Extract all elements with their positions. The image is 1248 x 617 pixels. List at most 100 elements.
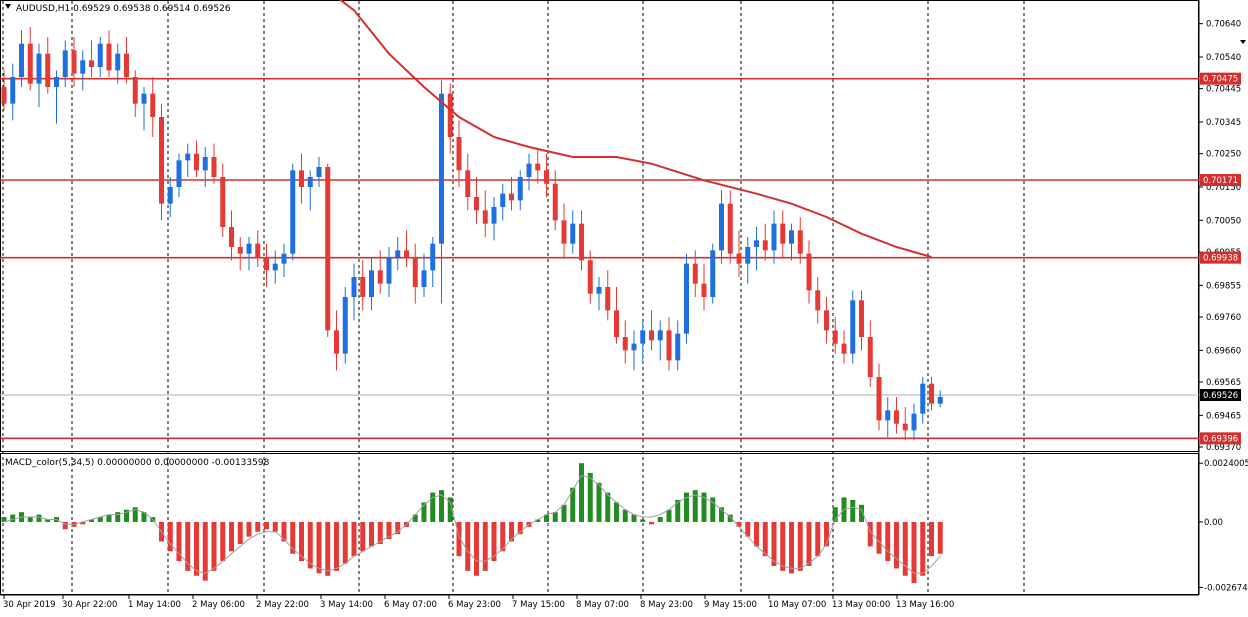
current-price-box [1200,389,1241,401]
candle-body-16 [141,93,147,104]
price-tick-label-4: 0.70250 [1206,150,1241,160]
level-price-labels: 0.70475 0.70171 0.69938 0.69396 0.69526 [1200,72,1241,445]
time-tick-label-3: 2 May 06:00 [192,600,245,610]
macd-bar-63 [552,512,558,522]
level-label-box-0 [1200,72,1241,85]
candle-body-56 [491,207,497,224]
macd-bar-106 [929,521,934,557]
candle-body-8 [71,50,77,74]
candle-body-100 [876,377,882,421]
candle-body-58 [509,193,514,201]
candle-body-93 [815,290,821,311]
candle-body-63 [552,183,558,221]
macd-bar-92 [806,521,812,566]
macd-bar-100 [876,521,882,554]
candle-body-72 [631,343,637,351]
price-tick-label-1: 0.70540 [1206,53,1241,63]
price-tick-label-0: 0.70640 [1206,20,1241,30]
macd-bar-94 [824,521,829,547]
candle-body-9 [80,60,86,74]
candle-body-78 [684,263,689,334]
candle-body-25 [220,177,226,227]
candle-body-24 [211,157,217,177]
macd-bar-41 [360,521,366,552]
macd-bar-81 [710,497,716,522]
macd-bar-53 [465,521,471,571]
macd-bar-93 [815,521,821,557]
macd-bar-10 [89,519,94,522]
macd-bar-73 [640,519,646,522]
macd-bar-33 [290,521,296,554]
candle-body-77 [675,333,681,361]
time-axis-ticks: 30 Apr 2019 30 Apr 22:00 1 May 14:00 2 May … [3,595,954,610]
candle-body-50 [439,93,444,244]
price-tick-label-13: 0.69370 [1206,443,1241,453]
macd-bar-76 [666,509,672,522]
horizontal-levels[interactable] [0,77,1199,440]
macd-bar-5 [45,519,51,522]
macd-bar-61 [535,519,541,522]
level-label-1: 0.70171 [1203,176,1238,186]
macd-bar-26 [229,521,234,552]
candle-body-23 [202,157,208,171]
candle-body-74 [649,330,654,341]
macd-bar-24 [211,521,217,571]
candle-body-103 [902,423,908,431]
macd-bar-69 [605,492,611,522]
macd-bar-97 [850,499,856,522]
macd-bar-52 [456,521,462,557]
candle-body-26 [229,227,234,247]
macd-bar-25 [220,521,226,562]
candle-body-27 [237,247,243,254]
candle-body-40 [351,277,357,297]
price-panel-header: AUDUSD,H1 0.69529 0.69538 0.69514 0.6952… [16,4,231,14]
candle-body-22 [194,153,199,171]
candle-body-7 [62,50,68,77]
candle-body-73 [640,330,646,344]
candle-body-34 [299,170,304,187]
price-tick-label-3: 0.70345 [1206,118,1241,128]
candle-body-64 [561,220,567,244]
candle-body-55 [482,210,488,224]
level-label-0: 0.70475 [1203,75,1238,85]
macd-bar-74 [649,521,654,525]
current-price-label: 0.69526 [1203,391,1238,401]
macd-bar-0 [1,517,7,522]
price-tick-label-8: 0.69855 [1206,281,1241,291]
candle-body-44 [386,257,392,284]
macd-bar-66 [579,463,584,522]
time-tick-label-7: 6 May 23:00 [448,600,501,610]
candle-body-62 [544,170,549,184]
macd-bar-67 [587,473,593,522]
macd-bar-43 [377,521,383,544]
macd-bar-29 [255,521,261,532]
macd-bar-95 [832,507,838,522]
candle-body-53 [465,170,471,197]
scroll-indicator-icon[interactable] [1240,40,1246,44]
macd-bar-62 [544,514,549,522]
macd-bar-102 [894,521,899,569]
macd-bar-1 [10,514,16,522]
candle-body-42 [369,270,374,297]
candle-body-86 [754,240,759,247]
macd-bar-86 [754,521,759,547]
candle-body-104 [911,413,917,431]
macd-bar-90 [789,521,794,574]
macd-bar-19 [167,521,173,552]
time-tick-label-2: 1 May 14:00 [128,600,181,610]
macd-bar-87 [762,521,768,557]
candle-body-10 [89,60,94,67]
macd-bar-49 [430,492,436,522]
candle-body-0 [1,87,7,104]
candle-body-14 [124,53,129,77]
macd-bar-48 [421,502,427,522]
macd-bar-91 [797,521,803,571]
candle-body-68 [596,287,602,294]
macd-bar-101 [885,521,891,562]
candle-body-43 [377,270,383,284]
macd-bar-11 [97,517,103,522]
candle-body-4 [36,53,42,84]
collapse-triangle-icon[interactable] [5,4,11,9]
